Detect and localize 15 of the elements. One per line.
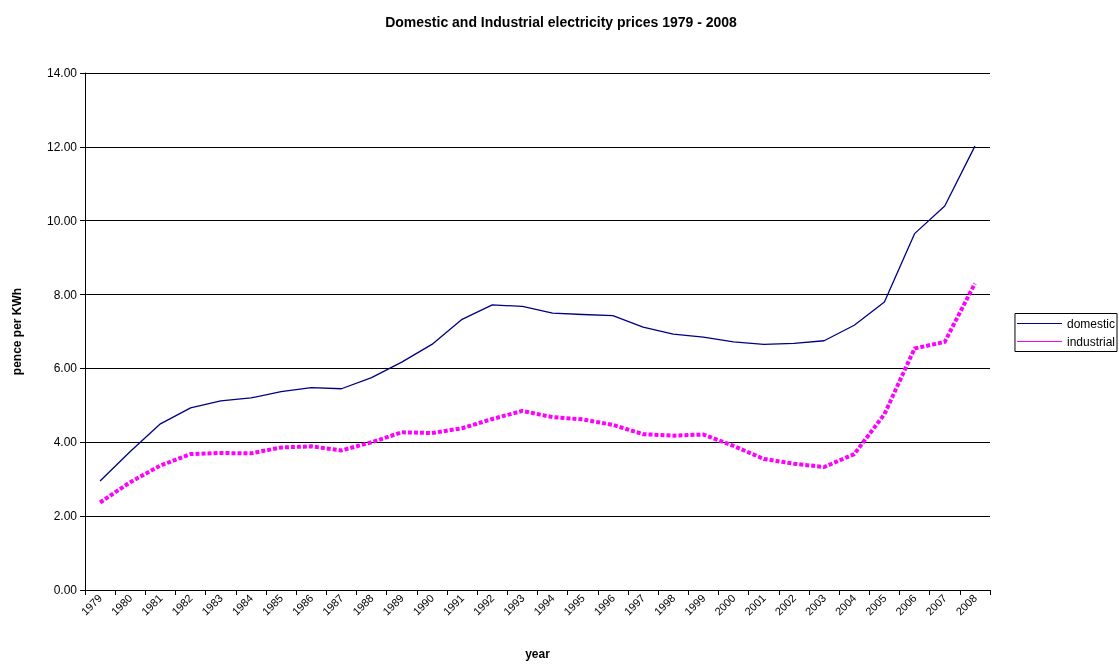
y-tick-label: 14.00 [46,66,78,80]
y-tick-label: 6.00 [53,361,78,376]
y-tick-label: 2.00 [53,509,78,524]
chart-title: Domestic and Industrial electricity prices 1979 - 2008 [385,14,738,30]
line-series [98,281,977,505]
y-axis-title: pence per KWh [10,287,24,376]
x-axis-title: year [525,647,551,661]
y-tick-label: 8.00 [53,287,78,302]
y-tick-label: 0.00 [53,583,78,597]
legend-label: industrial [1066,334,1116,349]
y-tick-label: 4.00 [53,435,78,450]
y-tick-label: 12.00 [46,139,78,154]
legend-label: domestic [1066,316,1116,331]
line-series [99,145,976,482]
y-tick-label: 10.00 [46,213,78,228]
